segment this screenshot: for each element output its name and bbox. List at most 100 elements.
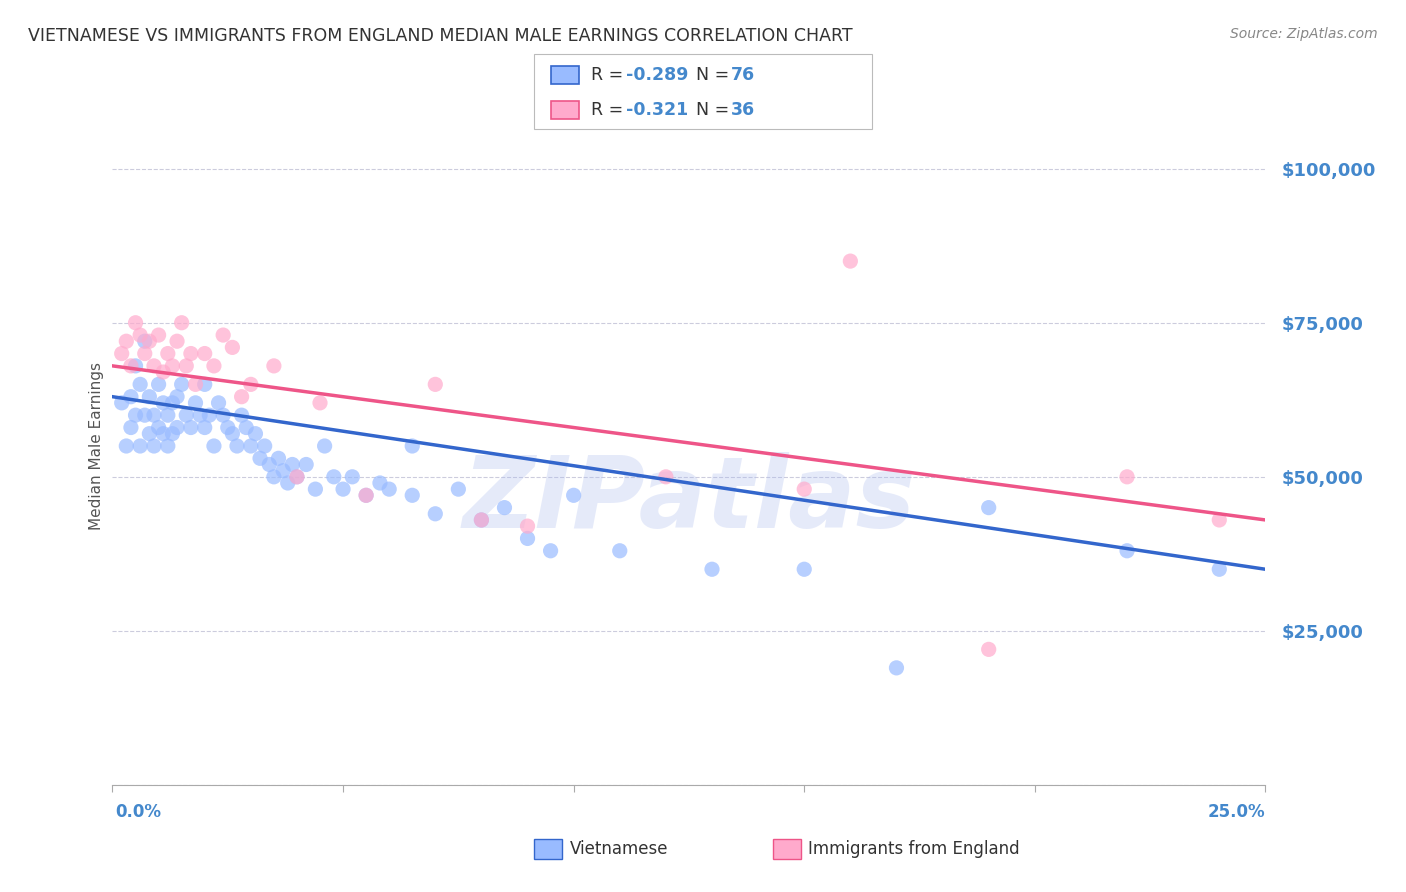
Text: Vietnamese: Vietnamese [569,840,668,858]
Point [217,420,239,434]
Point [226,439,249,453]
Point [120,420,142,434]
Point [202,439,225,453]
Point [540,543,562,558]
Point [267,451,290,466]
Point [447,482,470,496]
Point [470,513,492,527]
Point [170,377,193,392]
Point [277,475,299,490]
Point [152,365,174,379]
Point [231,408,253,422]
Point [516,519,538,533]
Point [470,513,492,527]
Point [281,458,304,472]
Y-axis label: Median Male Earnings: Median Male Earnings [89,362,104,530]
Point [129,328,152,343]
Point [148,328,170,343]
Point [166,390,188,404]
Point [138,334,160,349]
Point [309,396,332,410]
Text: N =: N = [696,102,735,120]
Point [378,482,401,496]
Point [162,359,184,373]
Point [166,334,188,349]
Point [221,426,243,441]
Point [156,346,179,360]
Point [170,316,193,330]
Point [304,482,326,496]
Text: ZIPatlas: ZIPatlas [463,451,915,549]
Point [148,420,170,434]
Point [166,420,188,434]
Text: R =: R = [591,66,628,84]
Point [425,377,447,392]
Point [977,642,1000,657]
Point [120,359,142,373]
Point [249,451,271,466]
Point [609,543,631,558]
Point [115,334,138,349]
Point [162,396,184,410]
Point [174,408,197,422]
Point [655,470,678,484]
Point [202,359,225,373]
Point [212,328,235,343]
Point [152,426,174,441]
Point [162,426,184,441]
Point [245,426,267,441]
Point [295,458,318,472]
Point [148,377,170,392]
Point [143,408,166,422]
Point [194,377,217,392]
Point [124,408,146,422]
Point [700,562,723,576]
Point [562,488,585,502]
Point [494,500,516,515]
Point [516,532,538,546]
Point [368,475,391,490]
Point [322,470,344,484]
Point [207,396,229,410]
Text: -0.321: -0.321 [626,102,688,120]
Point [886,661,908,675]
Point [342,470,364,484]
Point [188,408,211,422]
Point [793,482,815,496]
Text: -0.289: -0.289 [626,66,688,84]
Point [354,488,377,502]
Point [839,254,862,268]
Point [180,420,202,434]
Point [134,334,156,349]
Text: Immigrants from England: Immigrants from England [808,840,1021,858]
Point [263,359,285,373]
Point [152,396,174,410]
Point [425,507,447,521]
Point [111,346,134,360]
Text: R =: R = [591,102,628,120]
Point [180,346,202,360]
Point [231,390,253,404]
Text: VIETNAMESE VS IMMIGRANTS FROM ENGLAND MEDIAN MALE EARNINGS CORRELATION CHART: VIETNAMESE VS IMMIGRANTS FROM ENGLAND ME… [28,27,853,45]
Point [212,408,235,422]
Point [143,439,166,453]
Point [120,390,142,404]
Point [221,340,243,354]
Point [143,359,166,373]
Point [124,359,146,373]
Point [115,439,138,453]
Point [1116,543,1139,558]
Point [138,426,160,441]
Text: Source: ZipAtlas.com: Source: ZipAtlas.com [1230,27,1378,41]
Text: N =: N = [696,66,735,84]
Text: 0.0%: 0.0% [115,803,162,821]
Point [263,470,285,484]
Point [271,464,294,478]
Point [111,396,134,410]
Text: 76: 76 [731,66,755,84]
Point [156,439,179,453]
Text: 36: 36 [731,102,755,120]
Point [194,346,217,360]
Point [184,377,207,392]
Point [401,488,423,502]
